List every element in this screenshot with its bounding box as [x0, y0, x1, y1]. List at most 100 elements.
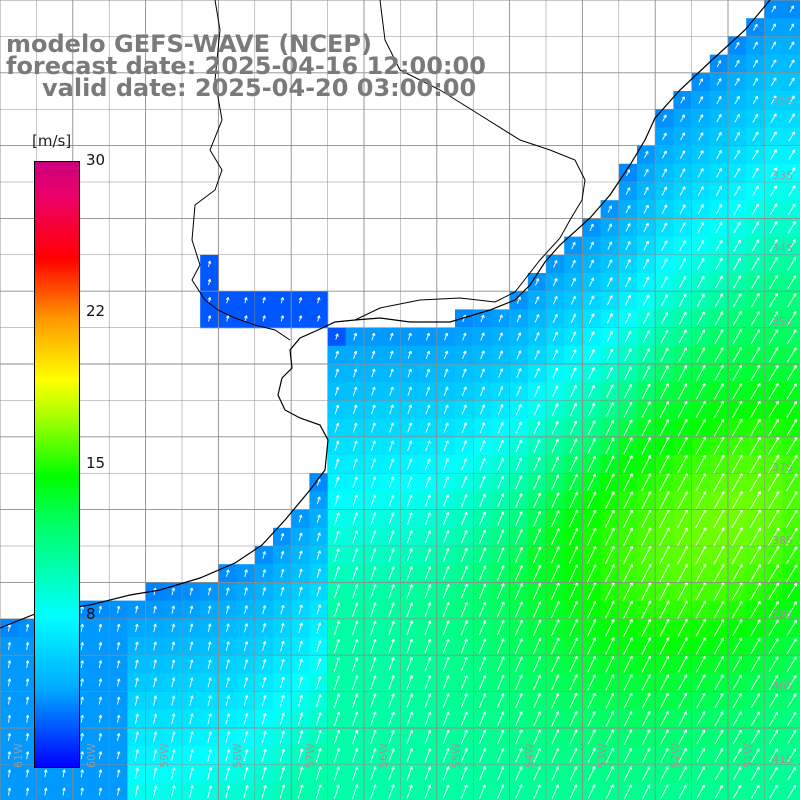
wind-arrow: [334, 584, 340, 599]
lon-label: 60W: [85, 743, 98, 768]
wind-arrow: [749, 545, 761, 565]
wind-arrow: [425, 386, 431, 396]
wind-arrow: [316, 315, 321, 322]
wind-arrow: [280, 315, 285, 322]
wind-arrow: [261, 694, 267, 707]
wind-arrow: [714, 329, 724, 345]
wind-arrow: [661, 258, 668, 270]
wind-arrow: [587, 402, 596, 417]
wind-arrow: [734, 41, 740, 49]
wind-arrow: [388, 784, 395, 799]
title-forecast-date: forecast date: 2025-04-16 12:00:00: [6, 52, 486, 80]
wind-arrow: [551, 474, 560, 490]
wind-arrow: [587, 619, 597, 637]
wind-arrow: [533, 421, 541, 434]
wind-arrow: [352, 620, 359, 636]
wind-arrow: [425, 368, 431, 378]
wind-arrow: [25, 751, 30, 760]
wind-arrow: [514, 619, 523, 636]
wind-arrow: [661, 204, 668, 214]
wind-arrow: [25, 623, 30, 632]
wind-arrow: [716, 60, 722, 68]
lon-label: 51W: [742, 743, 755, 768]
wind-arrow: [732, 311, 742, 326]
wind-arrow: [207, 278, 212, 286]
wind-arrow: [424, 656, 432, 672]
wind-arrow: [442, 565, 450, 581]
wind-arrow: [552, 277, 558, 287]
wind-arrow: [642, 348, 650, 362]
wind-arrow: [424, 512, 431, 526]
wind-arrow: [244, 623, 249, 633]
wind-arrow: [787, 730, 797, 744]
wind-arrow: [713, 637, 724, 655]
wind-arrow: [62, 769, 66, 778]
wind-arrow: [605, 473, 615, 492]
wind-arrow: [460, 693, 468, 708]
wind-arrow: [498, 350, 504, 360]
wind-arrow: [750, 400, 761, 419]
wind-arrow: [244, 315, 248, 322]
wind-arrow: [677, 655, 688, 673]
wind-arrow: [714, 692, 724, 709]
wind-arrow: [280, 550, 285, 560]
wind-arrow: [352, 386, 358, 396]
wind-arrow: [334, 548, 340, 562]
wind-arrow: [153, 677, 158, 688]
wind-arrow: [732, 293, 742, 308]
wind-arrow: [425, 458, 431, 470]
wind-arrow: [478, 674, 487, 690]
wind-arrow: [587, 438, 596, 454]
wind-arrow: [515, 439, 523, 453]
wind-arrow: [643, 258, 650, 269]
lat-label: 37S: [772, 461, 793, 474]
wind-arrow: [786, 638, 797, 654]
wind-arrow: [462, 332, 467, 341]
wind-arrow: [625, 259, 631, 269]
wind-arrow: [771, 5, 776, 13]
wind-arrow: [98, 787, 103, 796]
wind-arrow: [298, 676, 304, 689]
wind-arrow: [552, 385, 559, 398]
wind-arrow: [316, 586, 322, 597]
wind-arrow: [478, 638, 487, 654]
wind-arrow: [352, 458, 358, 470]
wind-arrow: [7, 696, 12, 705]
wind-arrow: [716, 78, 722, 86]
wind-arrow: [262, 641, 267, 651]
wind-arrow: [425, 440, 431, 452]
wind-arrow: [677, 600, 688, 619]
wind-arrow: [677, 618, 688, 637]
wind-arrow: [789, 41, 795, 50]
wind-arrow: [680, 150, 686, 159]
wind-arrow: [568, 582, 578, 601]
wind-arrow: [370, 422, 376, 433]
wind-arrow: [461, 368, 467, 378]
wind-arrow: [389, 440, 395, 452]
wind-arrow: [279, 748, 286, 762]
wind-arrow: [751, 748, 760, 763]
colorbar-tick-30: 30: [86, 151, 106, 169]
wind-arrow: [731, 436, 743, 455]
wind-arrow: [516, 386, 522, 397]
wind-arrow: [750, 711, 760, 727]
wind-arrow: [334, 350, 339, 359]
wind-arrow: [586, 509, 597, 528]
wind-arrow: [316, 550, 321, 560]
wind-arrow: [769, 711, 779, 727]
wind-arrow: [552, 331, 558, 342]
wind-arrow: [552, 349, 559, 360]
wind-arrow: [80, 787, 84, 796]
wind-arrow: [316, 568, 321, 579]
wind-arrow: [696, 729, 706, 745]
wind-arrow: [625, 241, 631, 251]
wind-arrow: [496, 547, 505, 563]
wind-arrow: [680, 114, 685, 123]
wind-arrow: [731, 490, 743, 510]
wind-arrow: [207, 587, 212, 596]
wind-arrow: [461, 493, 468, 507]
wind-arrow: [713, 418, 725, 437]
wind-arrow: [607, 241, 613, 250]
wind-arrow: [243, 659, 249, 670]
wind-arrow: [262, 569, 267, 578]
